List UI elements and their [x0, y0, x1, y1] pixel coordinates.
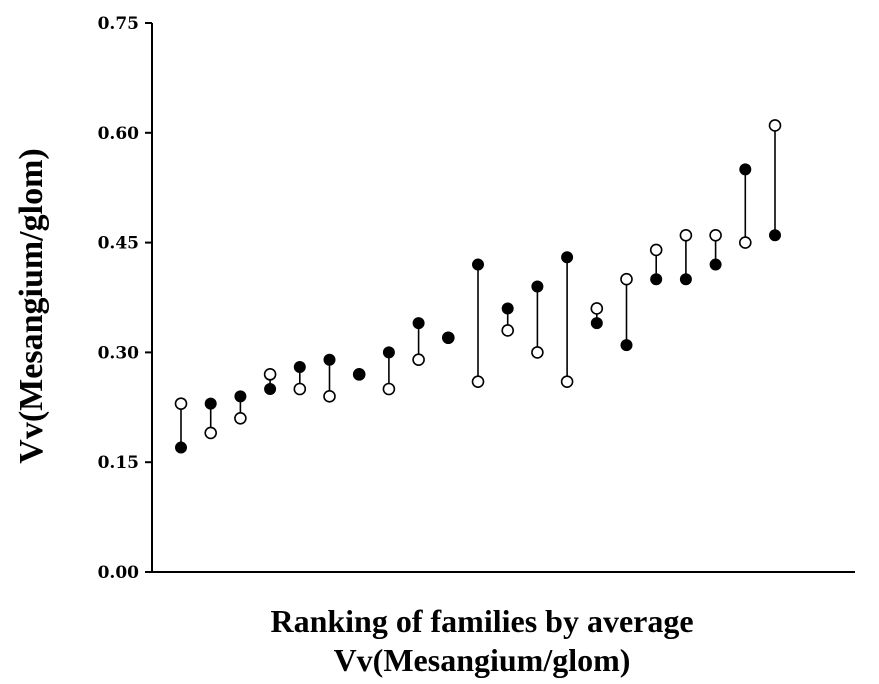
filled-circle-point [531, 280, 544, 293]
open-circle-point [263, 368, 277, 381]
filled-circle-point [204, 397, 217, 410]
open-circle-point [501, 324, 515, 337]
open-circle-point [531, 346, 544, 359]
open-circle-point [709, 228, 722, 242]
filled-circle-point [442, 331, 455, 344]
filled-circle-point [323, 353, 336, 366]
filled-circle-point [264, 383, 277, 395]
filled-circle-point [709, 258, 722, 271]
filled-circle-point [769, 229, 781, 242]
filled-circle-point [382, 346, 395, 359]
y-axis-title: Vv(Mesangium/glom) [13, 148, 50, 463]
filled-circle-point [353, 368, 366, 381]
open-circle-point [590, 302, 604, 315]
filled-circle-point [561, 251, 574, 264]
open-circle-point [560, 375, 574, 388]
filled-circle-point [175, 441, 187, 454]
y-tick-label: 0.60 [98, 124, 140, 144]
open-circle-point [471, 375, 485, 388]
filled-circle-point [739, 163, 752, 176]
open-circle-point [649, 243, 663, 257]
open-circle-point [293, 382, 307, 396]
filled-circle-point [650, 273, 663, 286]
x-axis-title-line-2: Vv(Mesangium/glom) [334, 642, 631, 678]
data-points [174, 119, 782, 454]
filled-circle-point [293, 361, 306, 374]
open-circle-point [234, 411, 247, 425]
open-circle-point [323, 390, 336, 403]
connector-lines [180, 125, 776, 448]
open-circle-point [620, 272, 633, 286]
open-circle-point [768, 119, 782, 132]
filled-circle-point [620, 339, 633, 352]
open-circle-point [738, 236, 752, 249]
y-tick-label: 0.15 [98, 453, 139, 473]
open-circle-point [679, 228, 693, 242]
open-circle-point [174, 397, 188, 410]
axes: 0.00 0.15 0.30 0.45 0.60 0.75 [98, 14, 855, 583]
filled-circle-point [590, 317, 603, 330]
filled-circle-point [472, 258, 484, 271]
open-circle-point [412, 353, 425, 367]
y-tick-label: 0.45 [98, 234, 139, 254]
open-circle-point [382, 382, 396, 396]
y-ticks: 0.00 0.15 0.30 0.45 0.60 0.75 [98, 14, 152, 583]
open-circle-point [204, 426, 217, 440]
filled-circle-point [412, 317, 425, 330]
y-tick-label: 0.75 [98, 14, 139, 34]
filled-circle-point [501, 302, 514, 315]
y-tick-label: 0.30 [98, 343, 140, 363]
filled-circle-point [234, 390, 247, 403]
filled-circle-point [679, 273, 692, 286]
x-axis-title-line-1: Ranking of families by average [270, 603, 693, 639]
y-tick-label: 0.00 [98, 563, 140, 583]
